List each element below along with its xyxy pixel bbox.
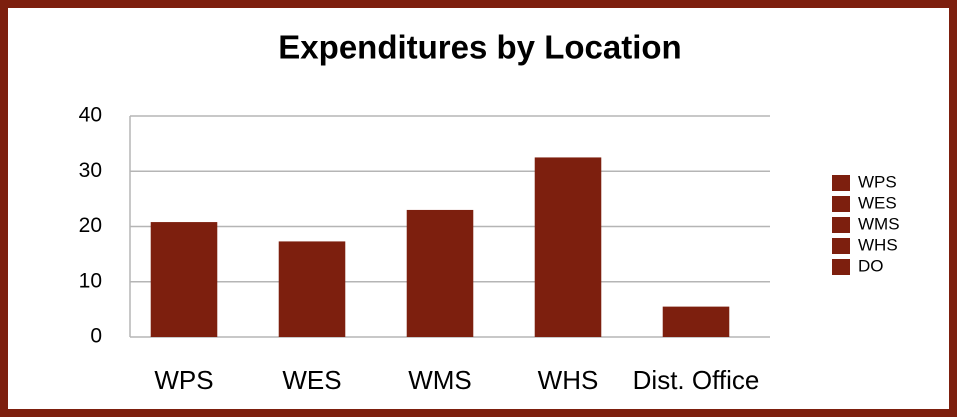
y-tick-label: 20 bbox=[79, 214, 102, 237]
bar bbox=[278, 241, 346, 337]
bar bbox=[150, 222, 218, 337]
y-tick-label: 10 bbox=[79, 269, 102, 292]
y-tick-label: 40 bbox=[79, 104, 102, 127]
x-tick-label: WES bbox=[282, 365, 341, 395]
legend-swatch bbox=[832, 259, 850, 275]
legend-swatch bbox=[832, 175, 850, 191]
x-tick-label: WPS bbox=[154, 365, 213, 395]
legend-label: WES bbox=[858, 193, 897, 212]
legend-label: WPS bbox=[858, 172, 897, 191]
legend-label: WMS bbox=[858, 214, 900, 233]
x-tick-label: Dist. Office bbox=[633, 365, 760, 395]
x-tick-label: WHS bbox=[538, 365, 599, 395]
legend-swatch bbox=[832, 238, 850, 254]
bar bbox=[534, 157, 602, 337]
legend-label: WHS bbox=[858, 235, 898, 254]
bar bbox=[662, 306, 730, 337]
chart-title: Expenditures by Location bbox=[278, 29, 681, 66]
y-tick-label: 30 bbox=[79, 159, 102, 182]
bar bbox=[406, 209, 474, 337]
legend-swatch bbox=[832, 196, 850, 212]
y-tick-label: 0 bbox=[90, 325, 102, 348]
legend-label: DO bbox=[858, 256, 884, 275]
legend-swatch bbox=[832, 217, 850, 233]
x-tick-label: WMS bbox=[408, 365, 472, 395]
